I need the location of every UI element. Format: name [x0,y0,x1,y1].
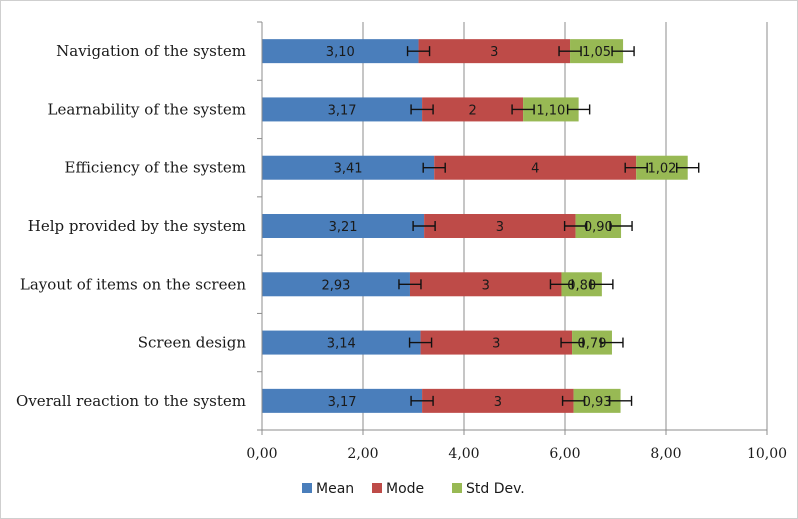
bar-mode [422,97,524,122]
bar-mode [418,39,571,64]
legend-swatch [302,483,312,493]
x-tick-labels: 0,00 2,00 4,00 6,00 8,00 10,00 [246,446,787,462]
data-label: 3,41 [334,162,363,177]
data-label: 3,14 [327,337,356,352]
x-tick-label: 0,00 [246,446,277,462]
category-label: Screen design [138,334,247,352]
data-label: 3,21 [329,220,358,235]
data-label: 3 [494,395,502,410]
category-label: Learnability of the system [47,100,246,118]
x-tick-label: 10,00 [747,446,787,462]
data-label: 0,93 [583,395,612,410]
data-label: 3 [482,278,490,293]
data-label: 1,10 [536,103,565,118]
data-label: 3 [492,337,500,352]
bars [262,39,688,413]
bar-mean [262,388,423,413]
data-label: 4 [531,162,539,177]
legend-label: Mean [316,481,354,497]
bar-mean [262,272,410,297]
bar-mode [409,272,562,297]
data-label: 0,90 [584,220,613,235]
x-tick-label: 8,00 [650,446,681,462]
category-label: Layout of items on the screen [20,275,246,293]
category-label: Efficiency of the system [65,159,246,177]
error-bars [398,46,700,406]
legend-swatch [452,483,462,493]
data-label: 0,80 [567,278,596,293]
axes [257,21,768,435]
x-tick-label: 6,00 [549,446,580,462]
bar-mean [262,330,421,355]
data-label: 3,10 [326,45,355,60]
data-labels: 3,10 3 1,05 3,17 2 1,10 3,41 4 1,02 3,21 3 0,90 2,93… [322,45,677,410]
bar-mean [262,39,419,64]
bar-mode [424,214,576,238]
bar-mean [262,214,425,238]
bar-mode [420,330,573,355]
category-label: Help provided by the system [28,217,246,235]
category-labels: Navigation of the system Learnability of … [16,42,246,410]
legend-swatch [372,483,382,493]
data-label: 1,05 [582,45,611,60]
data-label: 1,02 [647,162,676,177]
x-tick-label: 4,00 [448,446,479,462]
data-label: 3,17 [328,103,357,118]
legend-label: Mode [386,481,424,497]
category-label: Navigation of the system [56,42,246,60]
bar-mean [262,97,423,122]
bar-mean [262,155,435,180]
bar-mode [434,155,637,180]
legend-label: Std Dev. [466,481,525,497]
data-label: 3 [490,45,498,60]
legend: Mean Mode Std Dev. [302,481,525,497]
data-label: 2 [468,103,476,118]
x-tick-label: 2,00 [347,446,378,462]
data-label: 0,79 [578,337,607,352]
data-label: 3,17 [328,395,357,410]
data-label: 2,93 [322,278,351,293]
data-label: 3 [496,220,504,235]
bar-mode [422,388,574,413]
category-label: Overall reaction to the system [16,392,246,410]
